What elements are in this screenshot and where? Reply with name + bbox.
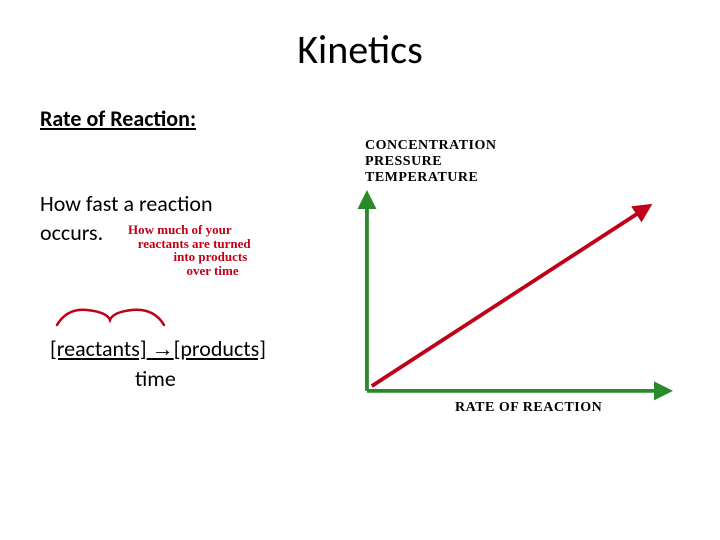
arrow-icon: → xyxy=(152,336,174,361)
rate-chart xyxy=(355,190,685,410)
page-title: Kinetics xyxy=(0,25,720,74)
ylabel-temperature: TEMPERATURE xyxy=(365,170,478,185)
reactants-label: [reactants] xyxy=(50,335,147,362)
ylabel-concentration: CONCENTRATION xyxy=(365,138,496,153)
time-label: time xyxy=(135,365,176,392)
handwritten-annotation: How much of your reactants are turned in… xyxy=(128,223,251,278)
products-label: [products] xyxy=(174,335,266,362)
colon: : xyxy=(190,105,196,132)
brace-icon xyxy=(52,300,172,330)
ylabel-pressure: PRESSURE xyxy=(365,154,442,169)
rate-equation: [reactants] →[products] xyxy=(50,335,266,362)
rate-of-reaction-heading: Rate of Reaction: xyxy=(40,105,196,132)
y-axis-label: CONCENTRATION PRESSURE TEMPERATURE xyxy=(365,138,496,186)
rate-line xyxy=(372,209,645,386)
howfast-line2: occurs. xyxy=(40,219,103,246)
subtitle-text: Rate of Reaction xyxy=(40,105,190,132)
howfast-line1: How fast a reaction xyxy=(40,190,213,217)
